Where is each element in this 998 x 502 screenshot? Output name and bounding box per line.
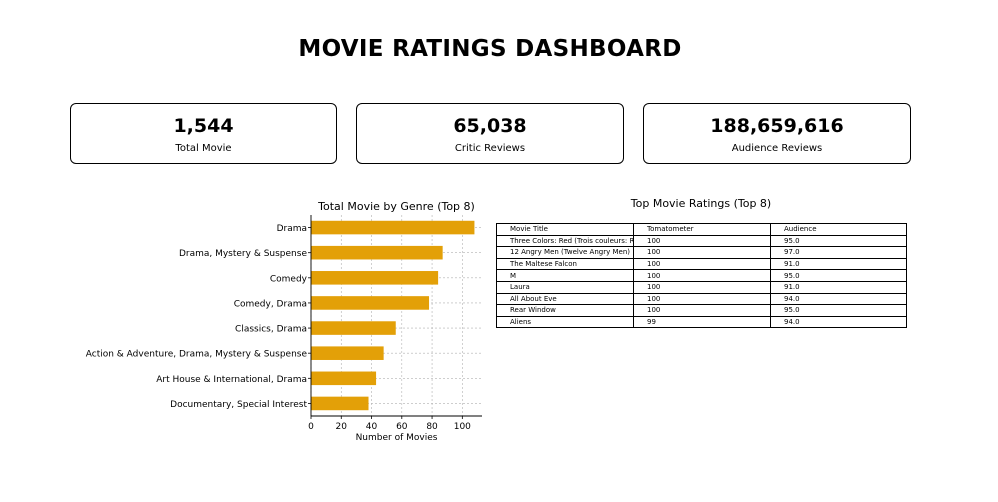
x-axis-label: Number of Movies <box>356 433 438 443</box>
bar <box>311 271 439 285</box>
kpi-value: 1,544 <box>173 115 234 137</box>
column-header: Tomatometer <box>633 223 771 236</box>
category-label: Comedy, Drama <box>234 299 307 309</box>
cell-tomatometer: 100 <box>633 234 771 248</box>
cell-movie-title: Laura <box>496 280 634 294</box>
cell-tomatometer: 100 <box>633 269 771 282</box>
cell-audience: 94.0 <box>770 292 907 306</box>
cell-audience: 94.0 <box>770 315 907 329</box>
cell-movie-title: Rear Window <box>496 304 634 317</box>
table-row: Three Colors: Red (Trois couleurs: Rouge… <box>496 234 907 248</box>
cell-tomatometer: 100 <box>633 246 771 259</box>
cell-audience: 91.0 <box>770 280 907 294</box>
cell-movie-title: Three Colors: Red (Trois couleurs: Rouge… <box>496 234 634 248</box>
x-tick-label: 60 <box>396 422 408 432</box>
cell-audience: 95.0 <box>770 304 907 317</box>
column-header: Movie Title <box>496 223 634 236</box>
kpi-value: 188,659,616 <box>710 115 844 137</box>
x-tick-label: 40 <box>366 422 378 432</box>
category-label: Drama, Mystery & Suspense <box>179 249 308 259</box>
table-row: Laura 100 91.0 <box>496 280 907 294</box>
kpi-value: 65,038 <box>453 115 527 137</box>
cell-movie-title: Aliens <box>496 315 634 329</box>
kpi-label: Total Movie <box>175 143 232 154</box>
category-label: Drama <box>277 224 307 234</box>
category-label: Documentary, Special Interest <box>170 400 307 410</box>
kpi-label: Critic Reviews <box>454 143 526 154</box>
table-row: M 100 95.0 <box>496 269 907 282</box>
kpi-label: Audience Reviews <box>731 143 823 154</box>
column-header: Audience <box>770 223 907 236</box>
table-header-row: Movie Title Tomatometer Audience <box>496 223 907 236</box>
cell-movie-title: All About Eve <box>496 292 634 306</box>
dashboard-title: MOVIE RATINGS DASHBOARD <box>298 36 682 62</box>
x-tick-label: 100 <box>454 422 471 432</box>
cell-tomatometer: 100 <box>633 292 771 306</box>
table-title: Top Movie Ratings (Top 8) <box>630 197 772 210</box>
genre-bar-chart: Total Movie by Genre (Top 8) 0 20 40 60 80 100… <box>86 200 482 443</box>
cell-audience: 97.0 <box>770 246 907 259</box>
table-row: The Maltese Falcon 100 91.0 <box>496 257 907 271</box>
cell-movie-title: The Maltese Falcon <box>496 257 634 271</box>
table-row: All About Eve 100 94.0 <box>496 292 907 306</box>
category-label: Art House & International, Drama <box>156 375 307 385</box>
ratings-table: Movie Title Tomatometer Audience Three C… <box>496 223 907 329</box>
bar <box>311 220 475 235</box>
table-row: 12 Angry Men (Twelve Angry Men) 100 97.0 <box>496 246 907 259</box>
category-label: Classics, Drama <box>235 325 307 335</box>
kpi-card-critic-reviews: 65,038 Critic Reviews <box>356 103 624 164</box>
bar <box>311 371 377 386</box>
cell-tomatometer: 100 <box>633 280 771 294</box>
x-tick-label: 0 <box>308 422 314 432</box>
chart-title: Total Movie by Genre (Top 8) <box>317 200 475 213</box>
cell-tomatometer: 100 <box>633 257 771 271</box>
cell-movie-title: 12 Angry Men (Twelve Angry Men) <box>496 246 634 259</box>
category-label: Comedy <box>270 274 308 284</box>
bar <box>311 346 384 360</box>
bar <box>311 245 443 260</box>
cell-audience: 95.0 <box>770 234 907 248</box>
x-tick-label: 20 <box>336 422 348 432</box>
cell-movie-title: M <box>496 269 634 282</box>
x-tick-label: 80 <box>426 422 438 432</box>
category-label: Action & Adventure, Drama, Mystery & Sus… <box>86 350 308 360</box>
bar <box>311 296 430 310</box>
bar <box>311 321 396 335</box>
kpi-card-total-movie: 1,544 Total Movie <box>70 103 337 164</box>
table-row: Rear Window 100 95.0 <box>496 304 907 317</box>
cell-audience: 95.0 <box>770 269 907 282</box>
table-row: Aliens 99 94.0 <box>496 315 907 329</box>
cell-audience: 91.0 <box>770 257 907 271</box>
kpi-card-audience-reviews: 188,659,616 Audience Reviews <box>643 103 911 164</box>
bar <box>311 396 369 411</box>
cell-tomatometer: 100 <box>633 304 771 317</box>
cell-tomatometer: 99 <box>633 315 771 329</box>
